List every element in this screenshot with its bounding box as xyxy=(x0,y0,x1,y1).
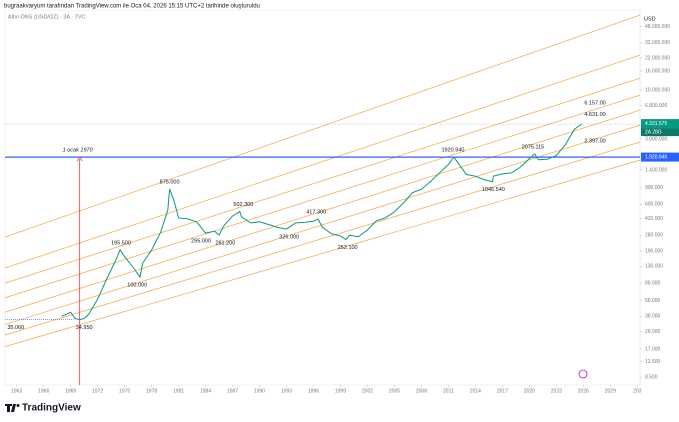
x-tick-label: 1975 xyxy=(119,388,130,394)
channel-line xyxy=(5,159,640,347)
channel-line xyxy=(5,94,640,299)
y-tick-label: 48.000.000 xyxy=(645,24,670,30)
y-tick-label: 16.000.000 xyxy=(645,68,670,74)
y-tick-label: 22.000.000 xyxy=(645,55,670,61)
annotation: 2075.115 xyxy=(522,144,545,150)
x-tick-label: 1987 xyxy=(227,388,238,394)
annotation: 295.000 xyxy=(191,239,211,245)
price-line xyxy=(61,123,582,321)
annotation: 417.300 xyxy=(306,210,326,216)
annotation: 4.631.00 xyxy=(584,112,605,118)
event-circle xyxy=(578,369,588,379)
x-tick-label: 1999 xyxy=(335,388,346,394)
events-icon xyxy=(578,369,588,379)
channel-line xyxy=(5,54,640,269)
x-tick-label: 1972 xyxy=(92,388,103,394)
vline-label: 1 ocak 1970 xyxy=(63,148,94,154)
x-tick-label: 2005 xyxy=(389,388,400,394)
x-tick-label: 2014 xyxy=(470,388,481,394)
hline-tag-label: 1.920.940 xyxy=(645,154,667,160)
header: bugraakvaryum tarafından TradingView.com… xyxy=(4,4,260,10)
annotation: 35.060 xyxy=(7,325,24,331)
y-tick-label: 1.400.000 xyxy=(645,167,667,173)
annotation: 100.000 xyxy=(127,283,147,289)
y-tick-label: 6.800.000 xyxy=(645,103,667,109)
last-price-label: 4.331.575 xyxy=(645,121,667,127)
annotation: 281.200 xyxy=(215,241,235,247)
annotation: 875.000 xyxy=(160,179,180,185)
brand-name: TradingView xyxy=(22,403,81,414)
symbol-title: Altın ONS (USD/OZ) · 3A · TVC xyxy=(8,14,86,20)
brand-logo: TradingView xyxy=(5,403,81,414)
x-tick-label: 1963 xyxy=(11,388,22,394)
x-tick-label: 1966 xyxy=(38,388,49,394)
annotation: 502.300 xyxy=(233,202,253,208)
y-tick-label: 17.000 xyxy=(645,346,661,352)
annotation: 6.157.00 xyxy=(584,100,605,106)
annotation: 252.100 xyxy=(338,245,358,251)
x-tick-label: 1978 xyxy=(146,388,157,394)
hline-tag xyxy=(641,152,679,162)
x-tick-label: 1993 xyxy=(281,388,292,394)
x-tick-label: 2017 xyxy=(497,388,508,394)
logo-dot xyxy=(16,404,20,407)
annotation: 34.950 xyxy=(76,325,93,331)
x-tick-label: 2020 xyxy=(524,388,535,394)
channel-line xyxy=(5,109,640,313)
y-tick-label: 190.000 xyxy=(645,248,663,254)
countdown-label: 2A 28G xyxy=(645,129,662,135)
x-tick-label: 1996 xyxy=(308,388,319,394)
x-tick-label: 2002 xyxy=(362,388,373,394)
y-tick-label: 38.000 xyxy=(645,314,661,320)
x-tick-label: 1981 xyxy=(173,388,184,394)
channel-line xyxy=(5,77,640,284)
y-tick-label: 10.000.000 xyxy=(645,87,670,93)
last-price-tag xyxy=(641,119,679,129)
y-tick-label: 56.000 xyxy=(645,298,661,304)
y-tick-label: 420.000 xyxy=(645,216,663,222)
x-tick-label: 1984 xyxy=(200,388,211,394)
y-tick-label: 130.000 xyxy=(645,264,663,270)
y-tick-label: 32.000.000 xyxy=(645,40,670,46)
y-tick-label: 900.000 xyxy=(645,185,663,191)
y-tick-label: 3.000.000 xyxy=(645,136,667,142)
currency: USD xyxy=(644,16,656,22)
y-tick-label: 12.500 xyxy=(645,359,661,365)
annotation: 1046.540 xyxy=(482,187,505,193)
annotation: 1920.940 xyxy=(441,148,464,154)
vline-arrow xyxy=(76,156,83,162)
x-tick-label: 1969 xyxy=(65,388,76,394)
x-tick-label: 2023 xyxy=(551,388,562,394)
logo-mark xyxy=(5,404,16,412)
x-tick-label: 2026 xyxy=(578,388,589,394)
y-tick-label: 600.000 xyxy=(645,202,663,208)
channel-line xyxy=(5,141,640,336)
y-tick-label: 86.000 xyxy=(645,281,661,287)
annotation: 195.500 xyxy=(111,240,131,246)
annotation: 2.397.00 xyxy=(584,139,605,145)
x-tick-label: 203 xyxy=(633,388,642,394)
x-tick-label: 2008 xyxy=(416,388,427,394)
y-tick-label: 8.500 xyxy=(645,374,658,380)
annotation: 326.000 xyxy=(279,235,299,241)
plot-area xyxy=(5,14,640,385)
x-tick-label: 2029 xyxy=(605,388,616,394)
y-tick-label: 280.000 xyxy=(645,233,663,239)
channel-line xyxy=(5,14,640,238)
y-tick-label: 26.000 xyxy=(645,329,661,335)
x-tick-label: 2011 xyxy=(443,388,454,394)
channel-line xyxy=(5,124,640,325)
x-tick-label: 1990 xyxy=(254,388,265,394)
countdown-tag xyxy=(641,128,679,137)
